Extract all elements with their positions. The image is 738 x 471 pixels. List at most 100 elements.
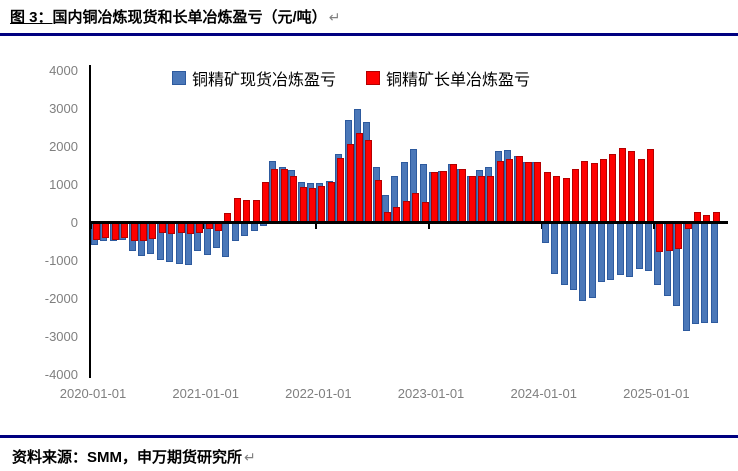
bar-spot-2025-06 [701, 222, 709, 323]
bar-spot-2024-04 [569, 222, 577, 290]
bar-spot-2024-11 [635, 222, 643, 269]
bar-spot-2024-01 [541, 222, 549, 243]
bar-long-2021-09 [280, 169, 288, 223]
bar-spot-2024-02 [551, 222, 559, 274]
bar-long-2024-05 [581, 160, 589, 223]
bar-long-2024-09 [618, 148, 626, 223]
bar-long-2023-05 [468, 176, 476, 223]
bar-spot-2021-04 [231, 222, 239, 241]
bar-long-2022-10 [402, 200, 410, 223]
legend-item-long: 铜精矿长单冶炼盈亏 [366, 66, 530, 90]
bar-long-2020-08 [158, 222, 166, 233]
bar-long-2024-06 [590, 163, 598, 223]
bar-long-2023-08 [496, 160, 504, 223]
bar-spot-2025-04 [682, 222, 690, 331]
bar-long-2024-11 [637, 159, 645, 223]
bar-long-2022-01 [318, 186, 326, 223]
bar-spot-2024-06 [588, 222, 596, 298]
chart-legend: 铜精矿现货冶炼盈亏 铜精矿长单冶炼盈亏 [172, 66, 530, 90]
x-tick-label-2025-01-01: 2025-01-01 [623, 386, 690, 401]
bar-long-2020-09 [168, 222, 176, 235]
bar-long-2021-08 [271, 169, 279, 223]
bar-long-2020-10 [177, 222, 185, 234]
bar-long-2025-01 [656, 222, 664, 253]
x-tick-label-2024-01-01: 2024-01-01 [510, 386, 577, 401]
bar-long-2023-11 [524, 162, 532, 223]
y-tick-label-4000: 4000 [49, 63, 78, 79]
bar-spot-2024-10 [626, 222, 634, 277]
bar-long-2020-03 [111, 222, 119, 240]
bar-long-2023-06 [477, 176, 485, 223]
bar-long-2022-04 [346, 143, 354, 223]
bar-long-2025-03 [675, 222, 683, 250]
bar-long-2020-05 [130, 222, 138, 241]
x-tick-mark-2021-01-01 [202, 223, 205, 229]
x-axis-zero-line [89, 221, 728, 224]
x-tick-mark-2022-01-01 [315, 223, 317, 229]
bar-long-2020-07 [149, 222, 157, 240]
bar-long-2021-07 [262, 181, 270, 223]
x-tick-mark-2024-01-01 [540, 223, 543, 229]
bar-long-2024-03 [562, 177, 570, 223]
bar-long-2024-12 [647, 148, 654, 223]
bar-long-2020-01 [93, 222, 100, 240]
x-tick-label-2022-01-01: 2022-01-01 [285, 386, 352, 401]
bar-long-2020-04 [121, 222, 129, 238]
bar-long-2023-09 [506, 159, 514, 223]
x-tick-mark-2020-01-01 [90, 223, 92, 229]
bar-long-2023-12 [534, 161, 542, 223]
x-tick-label-2020-01-01: 2020-01-01 [59, 386, 127, 401]
legend-label-long: 铜精矿长单冶炼盈亏 [386, 72, 531, 89]
bar-long-2023-07 [487, 175, 495, 223]
bar-spot-2021-03 [222, 222, 230, 257]
x-tick-mark-2025-01-01 [653, 223, 655, 229]
bar-long-2021-06 [252, 199, 260, 223]
bar-spot-2025-05 [691, 222, 699, 325]
bar-long-2020-06 [139, 222, 147, 241]
bar-long-2020-02 [102, 222, 110, 239]
bar-spot-2024-05 [579, 222, 587, 302]
bar-long-2022-03 [337, 158, 345, 223]
y-tick-label-1000: 1000 [49, 177, 78, 193]
page-title: 图 3：国内铜冶炼现货和长单冶炼盈亏（元/吨） ↵ [10, 6, 340, 27]
bar-long-2023-10 [515, 155, 523, 223]
legend-item-spot: 铜精矿现货冶炼盈亏 [172, 66, 336, 90]
bar-long-2021-04 [233, 198, 241, 223]
title-return-mark: ↵ [328, 9, 341, 25]
bar-long-2021-12 [308, 188, 316, 223]
bar-long-2023-02 [440, 171, 448, 223]
bar-long-2020-11 [186, 222, 194, 234]
source-note: 资料来源：SMM，申万期货研究所 ↵ [12, 446, 256, 467]
bar-long-2022-12 [421, 201, 429, 223]
x-tick-label-2023-01-01: 2023-01-01 [397, 386, 465, 401]
source-text: 资料来源：SMM，申万期货研究所 [12, 449, 242, 466]
bar-long-2022-05 [355, 133, 363, 223]
y-tick-label--1000: -1000 [44, 252, 78, 268]
legend-label-spot: 铜精矿现货冶炼盈亏 [192, 72, 337, 89]
bar-long-2024-04 [571, 169, 579, 223]
y-tick-label-3000: 3000 [49, 101, 78, 117]
source-divider [0, 435, 738, 438]
legend-swatch-spot-icon [172, 71, 186, 85]
bar-long-2022-06 [365, 139, 373, 223]
bar-long-2021-05 [243, 199, 251, 223]
y-tick-label--4000: -4000 [44, 366, 78, 382]
y-tick-label-2000: 2000 [49, 139, 78, 155]
bar-long-2022-02 [327, 181, 335, 223]
bar-long-2023-01 [431, 172, 439, 223]
figure-title-text: 国内铜冶炼现货和长单冶炼盈亏（元/吨） [52, 9, 327, 26]
bar-spot-2025-07 [710, 222, 718, 323]
bar-spot-2024-09 [616, 222, 624, 276]
bar-spot-2021-05 [241, 222, 249, 236]
bar-long-2024-10 [628, 150, 636, 223]
bar-spot-2024-12 [645, 222, 652, 271]
bar-spot-2024-03 [560, 222, 568, 286]
bar-long-2023-03 [449, 164, 457, 223]
y-tick-label-0: 0 [70, 215, 78, 230]
bar-chart: 4000 3000 2000 1000 0 -1000 -2000 -3000 -4000 202… [44, 63, 728, 401]
source-return-mark: ↵ [244, 449, 256, 465]
bar-spot-2024-08 [607, 222, 615, 281]
y-tick-label--2000: -2000 [44, 290, 78, 306]
bar-long-2021-10 [290, 175, 298, 223]
